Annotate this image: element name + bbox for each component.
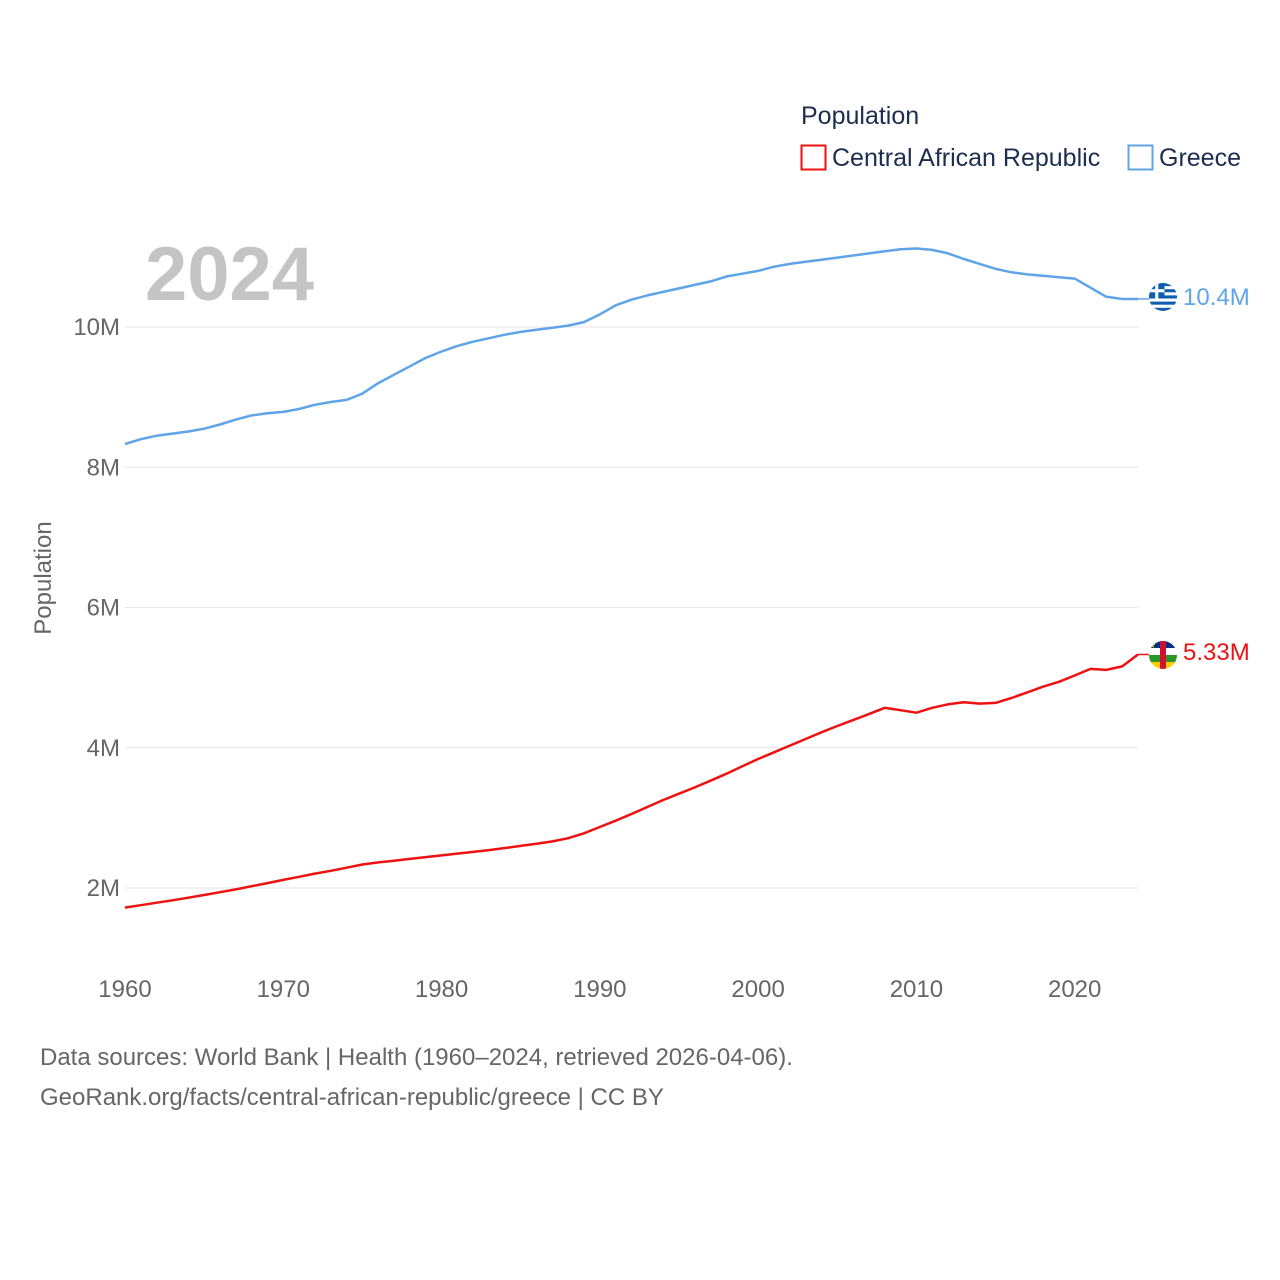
legend-label-greece[interactable]: Greece — [1159, 144, 1241, 172]
y-tick-label: 10M — [73, 314, 120, 341]
central-african-republic-end-label: 5.33M — [1183, 639, 1250, 666]
y-axis-ticks: 2M 4M 6M 8M 10M — [73, 314, 120, 902]
y-tick-label: 2M — [87, 875, 120, 902]
series-lines — [124, 247, 1149, 909]
grid-lines — [125, 326, 1138, 889]
y-tick-label: 8M — [87, 454, 120, 481]
legend-title: Population — [801, 102, 919, 130]
x-tick-label: 2020 — [1048, 976, 1101, 1003]
legend-swatch-central-african-republic[interactable] — [800, 144, 827, 171]
series-line-greece[interactable] — [124, 247, 1138, 446]
y-tick-label: 4M — [87, 735, 120, 762]
x-axis-ticks: 1960 1970 1980 1990 2000 2010 2020 — [98, 976, 1101, 1003]
legend: Population Central African Republic Gree… — [800, 102, 1241, 172]
y-tick-label: 6M — [87, 595, 120, 622]
x-tick-label: 2000 — [731, 976, 784, 1003]
source-line-2[interactable]: GeoRank.org/facts/central-african-republ… — [40, 1084, 664, 1111]
greece-end-label: 10.4M — [1183, 284, 1250, 311]
legend-label-central-african-republic[interactable]: Central African Republic — [832, 144, 1100, 172]
current-year-label: 2024 — [145, 232, 314, 317]
x-tick-label: 2010 — [890, 976, 943, 1003]
greece-flag-icon — [1149, 283, 1177, 311]
x-tick-label: 1990 — [573, 976, 626, 1003]
x-tick-label: 1980 — [415, 976, 468, 1003]
y-axis-title: Population — [30, 521, 57, 634]
x-tick-label: 1960 — [98, 976, 151, 1003]
x-tick-label: 1970 — [257, 976, 310, 1003]
series-line-central-african-republic[interactable] — [124, 653, 1139, 909]
central-african-republic-flag-icon — [1149, 641, 1177, 669]
source-line-1: Data sources: World Bank | Health (1960–… — [40, 1044, 793, 1071]
legend-swatch-greece[interactable] — [1127, 144, 1154, 171]
